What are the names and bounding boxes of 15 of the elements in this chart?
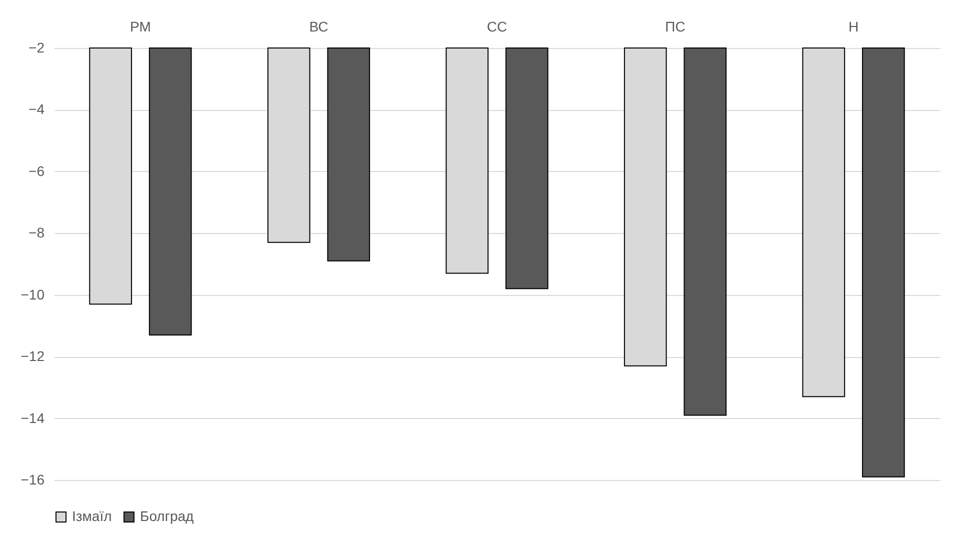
y-tick-label: −14 xyxy=(20,410,45,426)
y-tick-label: −2 xyxy=(28,40,45,56)
x-tick-label: РМ xyxy=(130,18,151,34)
legend-label: Ізмаїл xyxy=(72,508,112,524)
y-tick-label: −8 xyxy=(28,224,45,241)
x-tick-label: СС xyxy=(486,18,508,34)
y-tick-label: −12 xyxy=(20,348,45,364)
x-tick-label: ВС xyxy=(309,18,328,34)
y-tick-label: −6 xyxy=(28,162,45,179)
y-tick-label: −4 xyxy=(28,101,45,118)
y-tick-label: −16 xyxy=(20,472,45,488)
y-tick-label: −10 xyxy=(20,286,45,302)
legend-label: Болград xyxy=(140,508,194,524)
x-tick-label: Н xyxy=(848,18,859,34)
x-tick-label: ПС xyxy=(665,18,686,34)
